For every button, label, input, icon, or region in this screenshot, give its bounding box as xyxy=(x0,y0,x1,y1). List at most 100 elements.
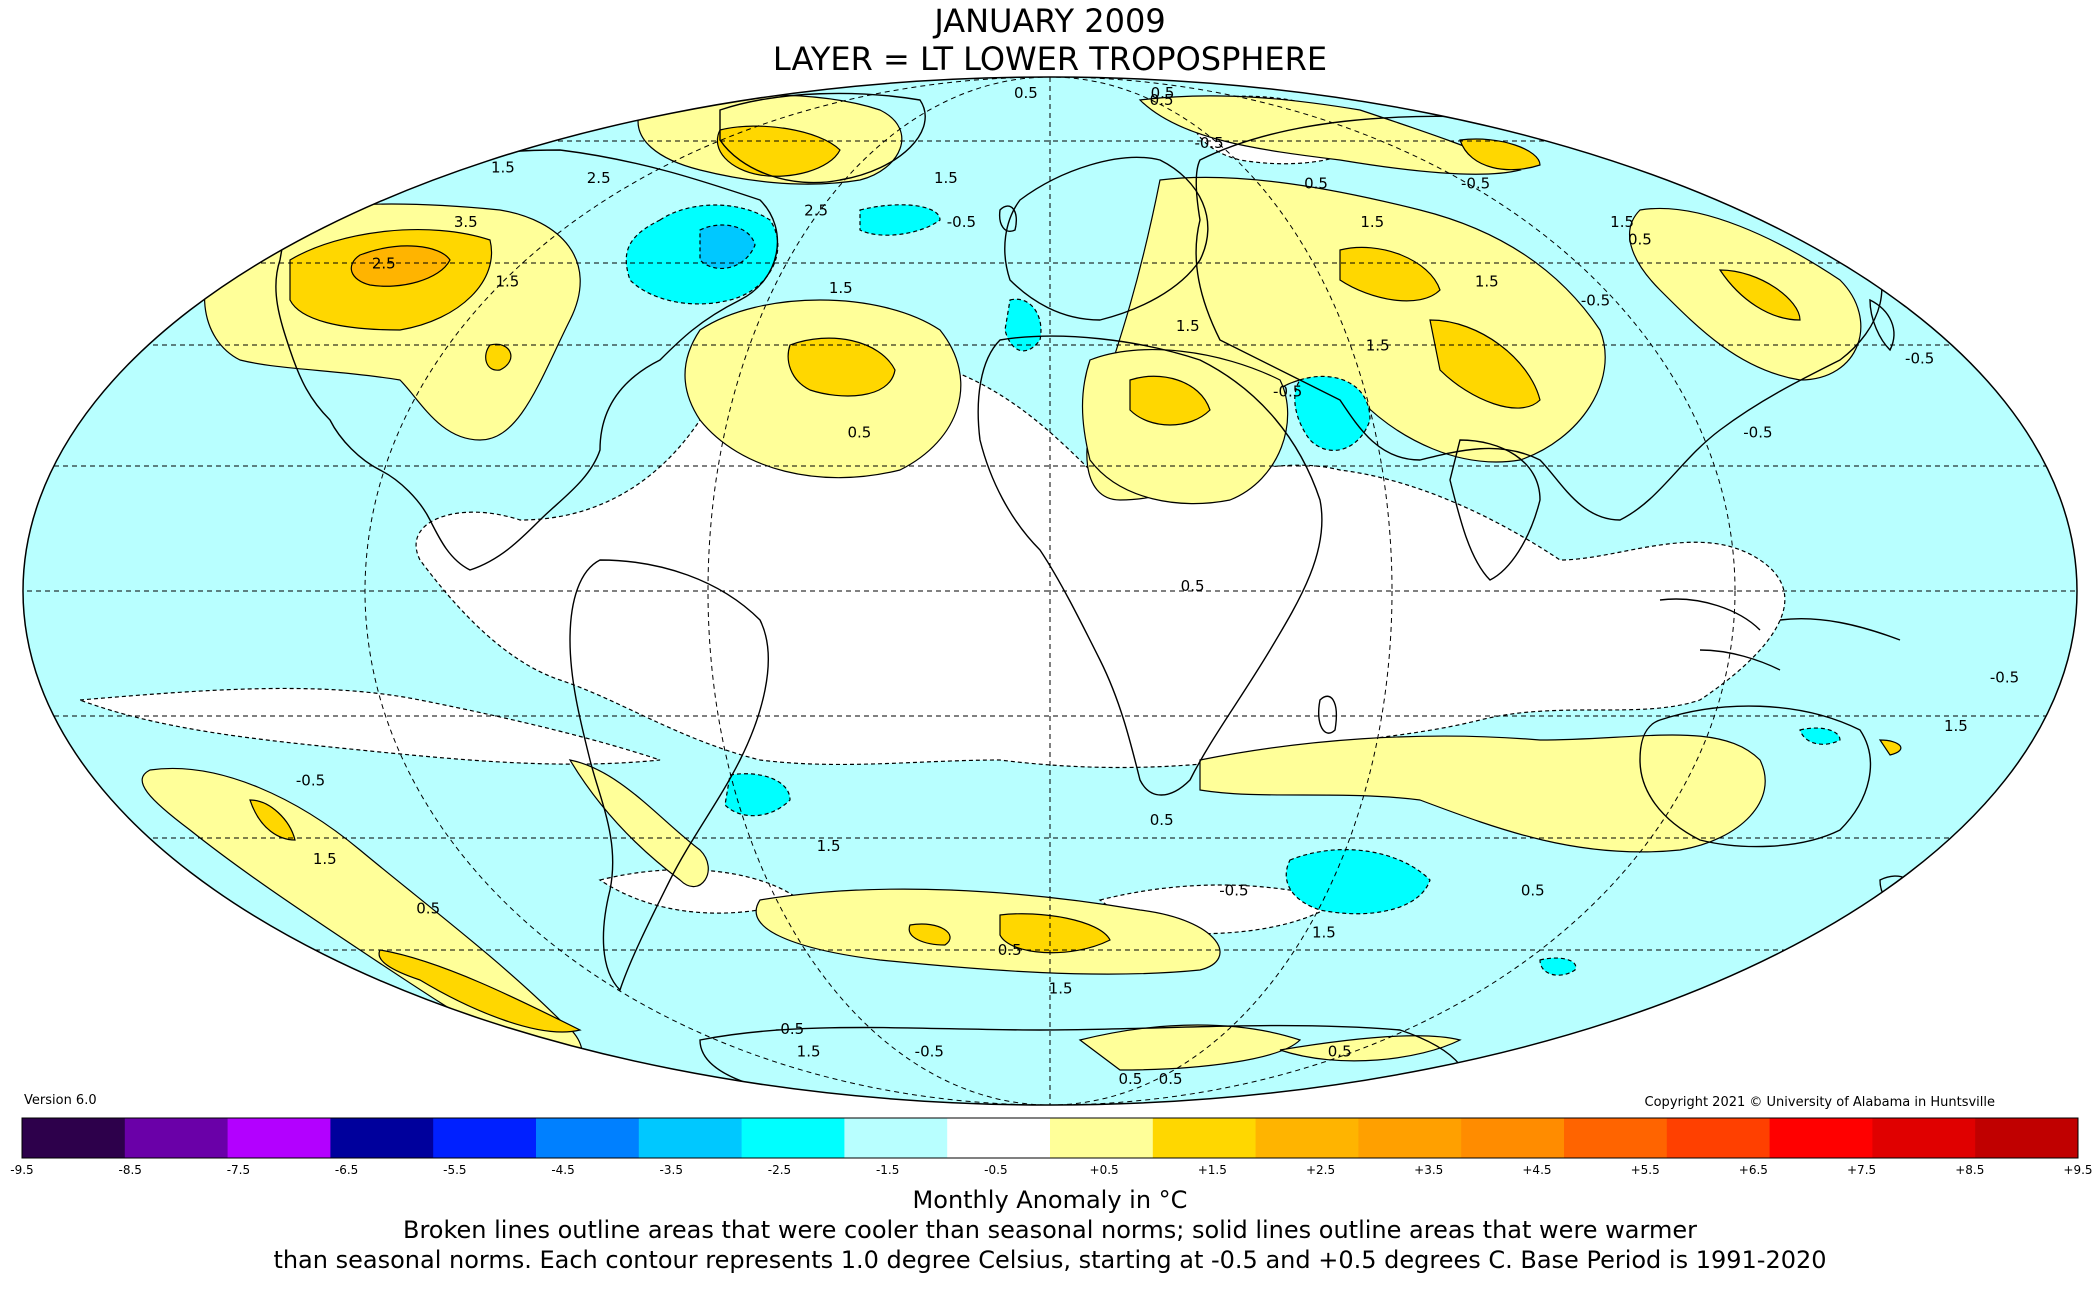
contour-label: 0.5 xyxy=(847,424,871,442)
map-border xyxy=(22,76,2078,1106)
contour-labels: 0.5 0.50.5-0.50.5 -0.51.52.53.52.51.52.51.… xyxy=(296,84,2019,1088)
japan-outline xyxy=(1869,298,1895,352)
color-scale-tick-label: +3.5 xyxy=(1414,1163,1443,1177)
uk-outline xyxy=(998,205,1017,232)
contour-label: 0.5 xyxy=(416,900,440,918)
color-scale-tick-label: -7.5 xyxy=(227,1163,250,1177)
contour-label: 1.5 xyxy=(817,837,841,855)
explanation-line-1: Broken lines outline areas that were coo… xyxy=(403,1216,1697,1244)
anomaly-map: 0.5 0.50.5-0.50.5 -0.51.52.53.52.51.52.51.… xyxy=(22,76,2078,1106)
contour-label: 0.5 xyxy=(1150,811,1174,829)
color-swatch xyxy=(1769,1118,1873,1158)
color-scale-ticks: -9.5 -8.5 -7.5 -6.5 -5.5 -4.5 -3.5 -2.5 -1.5 -0.5… xyxy=(10,1163,2092,1177)
contour-label: 2.5 xyxy=(372,254,396,272)
contour-label: 1.5 xyxy=(829,279,853,297)
color-swatch xyxy=(1666,1118,1771,1158)
color-scale-tick-label: -2.5 xyxy=(768,1163,791,1177)
contour-label: 0.5 xyxy=(1150,91,1174,109)
color-scale-tick-label: -6.5 xyxy=(335,1163,358,1177)
madagascar-outline xyxy=(1318,695,1337,734)
color-swatch xyxy=(433,1118,537,1158)
color-scale-tick-label: +0.5 xyxy=(1090,1163,1119,1177)
contour-label: 1.5 xyxy=(1610,213,1634,231)
color-scale-tick-label: -1.5 xyxy=(876,1163,899,1177)
contour-label: -0.5 xyxy=(1194,134,1223,152)
color-scale-tick-label: -4.5 xyxy=(551,1163,574,1177)
color-swatch xyxy=(124,1118,229,1158)
copyright-label: Copyright 2021 © University of Alabama i… xyxy=(1644,1095,1995,1110)
color-swatch xyxy=(1461,1118,1565,1158)
south-america-outline xyxy=(569,559,769,992)
unit-label: Monthly Anomaly in °C xyxy=(912,1186,1188,1214)
contour-label: 0.5 xyxy=(1014,84,1038,102)
contour-label: 0.5 xyxy=(998,941,1022,959)
color-swatch xyxy=(227,1118,331,1158)
contour-label: -0.5 xyxy=(1990,668,2019,686)
contour-label: 0.5 xyxy=(1521,881,1545,899)
contour-label: 1.5 xyxy=(1312,924,1336,942)
contour-label: 0.5 xyxy=(1628,231,1652,249)
contour-label: -0.5 xyxy=(296,771,325,789)
color-scale-tick-label: +6.5 xyxy=(1739,1163,1768,1177)
color-swatch xyxy=(844,1118,948,1158)
contour-label: 1.5 xyxy=(491,159,515,177)
contour-label: -0.5 xyxy=(947,213,976,231)
version-label: Version 6.0 xyxy=(24,1093,97,1108)
color-scale-tick-label: +7.5 xyxy=(1847,1163,1876,1177)
contour-label: -0.5 xyxy=(1273,383,1302,401)
explanation-line-2: than seasonal norms. Each contour repres… xyxy=(273,1246,1827,1274)
map-subtitle: LAYER = LT LOWER TROPOSPHERE xyxy=(772,40,1328,78)
europe-outline xyxy=(1004,156,1209,321)
color-scale-tick-label: -9.5 xyxy=(10,1163,33,1177)
contour-label: 1.5 xyxy=(1049,980,1073,998)
contour-label: 0.5 xyxy=(1328,1043,1352,1061)
color-swatch xyxy=(947,1118,1051,1158)
color-swatch xyxy=(1255,1118,1359,1158)
color-swatch xyxy=(1564,1118,1668,1158)
color-scale-tick-label: +4.5 xyxy=(1522,1163,1551,1177)
contour-label: 3.5 xyxy=(454,213,478,231)
greenland-outline xyxy=(719,92,926,184)
color-swatch xyxy=(1358,1118,1462,1158)
contour-label: -0.5 xyxy=(1219,881,1248,899)
color-swatch xyxy=(22,1118,126,1158)
contour-label: 1.5 xyxy=(313,850,337,868)
color-scale-tick-label: -5.5 xyxy=(443,1163,466,1177)
color-swatch xyxy=(741,1118,845,1158)
contour-label: 2.5 xyxy=(587,169,611,187)
color-bar-border xyxy=(21,1117,2079,1159)
contour-label: 1.5 xyxy=(1360,213,1384,231)
color-swatch xyxy=(1050,1118,1154,1158)
contour-label: 1.5 xyxy=(1944,717,1968,735)
color-scale-tick-label: +5.5 xyxy=(1631,1163,1660,1177)
color-scale-tick-label: -8.5 xyxy=(118,1163,141,1177)
color-swatch xyxy=(1152,1118,1257,1158)
contour-label: 1.5 xyxy=(1176,317,1200,335)
color-scale-tick-label: +8.5 xyxy=(1955,1163,1984,1177)
contour-label: -0.5 xyxy=(775,1020,804,1038)
north-america-outline xyxy=(275,149,779,571)
contour-label: 1.5 xyxy=(1475,273,1499,291)
indonesia-outline xyxy=(1659,598,1901,671)
color-swatch xyxy=(1872,1118,1976,1158)
contour-label: -0.5 xyxy=(915,1043,944,1061)
india-outline xyxy=(1449,439,1541,581)
australia-outline xyxy=(1639,705,1872,848)
africa-outline xyxy=(977,335,1323,796)
contour-label: 0.5 xyxy=(1304,174,1328,192)
contour-label: -0.5 xyxy=(1581,291,1610,309)
color-scale-bar: -9.5 -8.5 -7.5 -6.5 -5.5 -4.5 -3.5 -2.5 -1.5 -0.5… xyxy=(10,1117,2093,1177)
color-scale-tick-label: +2.5 xyxy=(1306,1163,1335,1177)
color-swatch xyxy=(638,1118,743,1158)
color-swatch xyxy=(1975,1118,2079,1158)
color-scale-tick-label: +1.5 xyxy=(1198,1163,1227,1177)
contour-label: 1.5 xyxy=(495,273,519,291)
contour-label: 0.5 xyxy=(1181,577,1205,595)
contour-label: 0.5 xyxy=(1118,1070,1142,1088)
color-swatch xyxy=(536,1118,640,1158)
cold-regions-strong xyxy=(699,224,756,269)
color-scale-tick-label: -0.5 xyxy=(984,1163,1007,1177)
contour-label: -0.5 xyxy=(1905,350,1934,368)
contour-label: 1.5 xyxy=(1366,336,1390,354)
map-title: JANUARY 2009 xyxy=(934,2,1166,40)
